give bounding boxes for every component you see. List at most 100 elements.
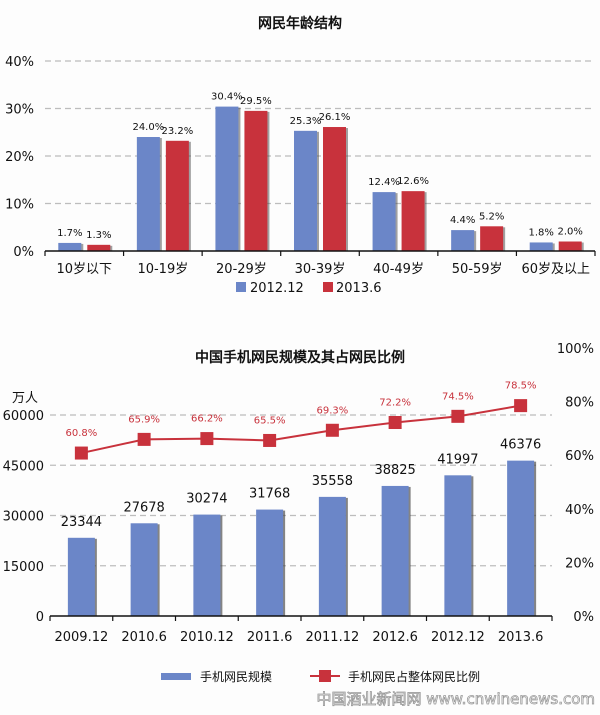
data-label: 5.2% (479, 211, 504, 222)
bar-2012-12 (58, 242, 82, 251)
data-label: 24.0% (132, 122, 164, 133)
x-tick-label: 30-39岁 (295, 262, 346, 277)
y-left-tick-label: 0 (36, 610, 44, 625)
bar-2013-6 (480, 226, 504, 251)
data-label: 30.4% (211, 92, 243, 103)
bar-mobile-users (318, 496, 346, 616)
bar-2013-6 (87, 244, 111, 251)
ratio-data-label: 66.2% (191, 414, 223, 425)
y-tick-label: 40% (5, 55, 34, 70)
bar-data-label: 27678 (123, 500, 164, 515)
bar-2013-6 (244, 110, 268, 251)
ratio-marker (137, 432, 151, 446)
data-label: 1.7% (57, 228, 82, 239)
ratio-data-label: 65.9% (128, 414, 160, 425)
bar-2013-6 (401, 191, 425, 251)
y-left-tick-label: 15000 (3, 560, 44, 575)
bar-data-label: 23344 (61, 515, 102, 530)
legend-label-ratio: 手机网民占整体网民比例 (348, 669, 480, 684)
bar-data-label: 31768 (249, 487, 290, 502)
data-label: 1.3% (86, 230, 111, 241)
bar-2012-12 (215, 106, 239, 251)
chart1-legend: 2012.12 2013.6 (236, 281, 382, 296)
legend-swatch-2013-6 (323, 282, 333, 292)
data-label: 4.4% (450, 215, 475, 226)
bar-data-label: 41997 (437, 452, 478, 467)
x-tick-label: 2010.6 (121, 630, 167, 645)
y-left-tick-label: 30000 (3, 510, 44, 525)
ratio-line (81, 404, 521, 455)
bar-mobile-users (67, 537, 95, 616)
bar-data-label: 46376 (500, 438, 541, 453)
x-tick-label: 2011.12 (305, 630, 359, 645)
bar-2012-12 (529, 242, 553, 251)
bar-mobile-users (507, 460, 535, 616)
x-tick-label: 10岁以下 (57, 262, 113, 277)
bar-2013-6 (165, 140, 189, 251)
x-tick-label: 2011.6 (247, 630, 293, 645)
bar-2012-12 (451, 230, 475, 251)
bar-mobile-users (193, 514, 221, 616)
data-label: 1.8% (529, 227, 554, 238)
data-label: 25.3% (290, 116, 322, 127)
x-tick-label: 2012.12 (431, 630, 485, 645)
x-tick-label: 50-59岁 (452, 262, 503, 277)
y-right-tick-label: 0% (573, 610, 594, 625)
bar-mobile-users (381, 485, 409, 616)
chart1-title: 网民年龄结构 (258, 15, 342, 32)
data-label: 23.2% (161, 126, 193, 137)
x-tick-label: 2012.6 (372, 630, 418, 645)
chart2-title: 中国手机网民规模及其占网民比例 (195, 349, 405, 366)
y-left-tick-label: 60000 (3, 409, 44, 424)
data-label: 26.1% (319, 112, 351, 123)
data-label: 12.4% (368, 177, 400, 188)
y-tick-label: 10% (5, 198, 34, 213)
data-label: 12.6% (397, 176, 429, 187)
ratio-data-label: 78.5% (505, 381, 537, 392)
ratio-data-label: 60.8% (65, 428, 97, 439)
legend-swatch-mobile-users (161, 673, 191, 680)
y-tick-label: 0% (13, 245, 34, 260)
ratio-data-label: 72.2% (379, 398, 411, 409)
legend-marker-ratio (319, 670, 331, 682)
y-tick-label: 20% (5, 150, 34, 165)
bar-data-label: 38825 (374, 463, 415, 478)
legend-label-2013-6: 2013.6 (336, 281, 382, 296)
data-label: 29.5% (240, 96, 272, 107)
bar-2012-12 (136, 137, 160, 251)
bar-mobile-users (130, 523, 158, 616)
y-right-tick-label: 40% (565, 503, 594, 518)
y-tick-label: 30% (5, 103, 34, 118)
watermark: 中国酒业新闻网 www.cnwinenews.com (316, 690, 595, 708)
x-tick-label: 2009.12 (54, 630, 108, 645)
y-left-tick-label: 45000 (3, 459, 44, 474)
x-tick-label: 2010.12 (180, 630, 234, 645)
x-tick-label: 20-29岁 (216, 262, 267, 277)
bar-mobile-users (256, 509, 284, 616)
bar-data-label: 30274 (186, 492, 227, 507)
ratio-marker (200, 432, 214, 446)
ratio-marker (451, 409, 465, 423)
bar-2012-12 (294, 130, 317, 251)
legend-label-2012-12: 2012.12 (250, 281, 304, 296)
bar-2012-12 (372, 192, 396, 251)
y-right-tick-label: 20% (565, 556, 594, 571)
ratio-data-label: 74.5% (442, 391, 474, 402)
legend-swatch-2012-12 (236, 282, 246, 292)
data-label: 2.0% (558, 227, 583, 238)
ratio-marker (514, 399, 528, 413)
bar-data-label: 35558 (312, 474, 353, 489)
ratio-marker (325, 423, 339, 437)
bar-2013-6 (558, 241, 582, 251)
ratio-marker (263, 433, 277, 447)
bar-mobile-users (444, 475, 472, 616)
legend-label-mobile-users: 手机网民规模 (200, 669, 272, 684)
y-right-tick-label: 60% (565, 449, 594, 464)
chart2-y-unit: 万人 (12, 391, 38, 406)
ratio-marker (388, 416, 402, 430)
ratio-data-label: 69.3% (316, 405, 348, 416)
y-right-tick-label: 100% (557, 342, 594, 357)
bar-2013-6 (323, 127, 346, 251)
x-tick-label: 60岁及以上 (521, 262, 590, 277)
x-tick-label: 10-19岁 (137, 262, 188, 277)
